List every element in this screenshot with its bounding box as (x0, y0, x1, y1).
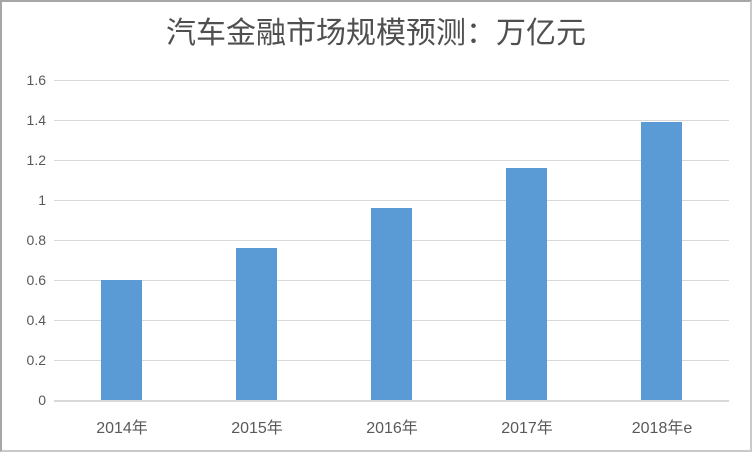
y-axis-tick-label: 1.6 (26, 72, 46, 88)
x-axis-tick-label: 2014年 (96, 420, 148, 437)
x-axis-tick-label: 2016年 (366, 420, 418, 437)
bar (641, 122, 682, 400)
x-axis-tick-label: 2018年e (631, 420, 693, 437)
bar (236, 248, 277, 400)
x-axis-line (54, 400, 729, 402)
y-axis-tick-label: 0.4 (26, 312, 46, 328)
y-axis-tick-label: 0.8 (26, 232, 46, 248)
y-axis-tick-label: 0.2 (26, 352, 46, 368)
gridline (54, 80, 729, 81)
gridline (54, 160, 729, 161)
y-axis-tick-label: 0.6 (26, 272, 46, 288)
gridline (54, 200, 729, 201)
x-axis-tick-label: 2017年 (501, 420, 553, 437)
chart-title: 汽车金融市场规模预测：万亿元 (166, 17, 586, 50)
gridline (54, 120, 729, 121)
bar (506, 168, 547, 400)
x-axis-tick-label: 2015年 (231, 420, 283, 437)
y-axis-tick-label: 0 (38, 392, 46, 408)
bar (371, 208, 412, 400)
y-axis-tick-label: 1.2 (26, 152, 46, 168)
y-axis-tick-label: 1 (38, 192, 46, 208)
bar (101, 280, 142, 400)
y-axis-tick-label: 1.4 (26, 112, 46, 128)
